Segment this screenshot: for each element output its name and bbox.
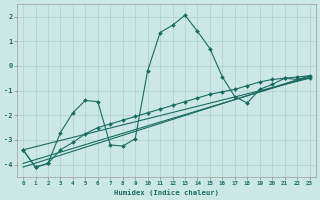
X-axis label: Humidex (Indice chaleur): Humidex (Indice chaleur) <box>114 189 219 196</box>
